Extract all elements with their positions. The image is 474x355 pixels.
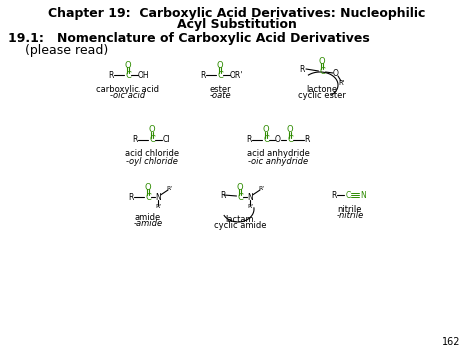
Text: R': R' xyxy=(339,80,346,86)
Text: O: O xyxy=(145,182,151,191)
Text: R': R' xyxy=(155,204,161,209)
Text: C: C xyxy=(319,66,325,76)
Text: R': R' xyxy=(166,186,172,191)
Text: R: R xyxy=(132,136,137,144)
Text: cyclic amide: cyclic amide xyxy=(214,222,266,230)
Text: O: O xyxy=(237,182,243,191)
Text: C: C xyxy=(287,136,293,144)
Text: R: R xyxy=(109,71,114,80)
Text: O: O xyxy=(263,126,269,135)
Text: O: O xyxy=(319,56,325,66)
Text: R: R xyxy=(128,192,134,202)
Text: OH: OH xyxy=(137,71,149,80)
Text: -nitrile: -nitrile xyxy=(337,212,364,220)
Text: amide: amide xyxy=(135,213,161,222)
Text: Chapter 19:  Carboxylic Acid Derivatives: Nucleophilic: Chapter 19: Carboxylic Acid Derivatives:… xyxy=(48,7,426,20)
Text: C: C xyxy=(263,136,269,144)
Text: R: R xyxy=(201,71,206,80)
Text: O: O xyxy=(287,126,293,135)
Text: N: N xyxy=(247,192,253,202)
Text: acid anhydride: acid anhydride xyxy=(246,149,310,158)
Text: O: O xyxy=(275,136,281,144)
Text: lactam: lactam xyxy=(226,214,255,224)
Text: C: C xyxy=(145,192,151,202)
Text: -oyl chloride: -oyl chloride xyxy=(126,157,178,165)
Text: N: N xyxy=(155,192,161,202)
Text: -oic acid: -oic acid xyxy=(110,92,146,100)
Text: O: O xyxy=(217,60,223,70)
Text: C: C xyxy=(346,191,351,200)
Text: -amide: -amide xyxy=(134,219,163,229)
Text: -oic anhydride: -oic anhydride xyxy=(248,157,308,165)
Text: C: C xyxy=(149,136,155,144)
Text: C: C xyxy=(125,71,131,80)
Text: N: N xyxy=(360,191,366,200)
Text: ester: ester xyxy=(209,84,231,93)
Text: C: C xyxy=(217,71,223,80)
Text: carboxylic acid: carboxylic acid xyxy=(97,84,159,93)
Text: O: O xyxy=(149,126,155,135)
Text: nitrile: nitrile xyxy=(338,204,362,213)
Text: R: R xyxy=(246,136,252,144)
Text: R: R xyxy=(304,136,310,144)
Text: OR': OR' xyxy=(229,71,243,80)
Text: R': R' xyxy=(258,186,264,191)
Text: 19.1:   Nomenclature of Carboxylic Acid Derivatives: 19.1: Nomenclature of Carboxylic Acid De… xyxy=(8,32,370,45)
Text: lactone: lactone xyxy=(306,84,337,93)
Text: O: O xyxy=(125,60,131,70)
Text: Acyl Substitution: Acyl Substitution xyxy=(177,18,297,31)
Text: acid chloride: acid chloride xyxy=(125,149,179,158)
Text: R: R xyxy=(220,191,226,200)
Text: R': R' xyxy=(247,204,253,209)
Text: (please read): (please read) xyxy=(25,44,108,57)
Text: R: R xyxy=(331,191,337,200)
Text: Cl: Cl xyxy=(162,136,170,144)
Text: 162: 162 xyxy=(441,337,460,347)
Text: R: R xyxy=(299,65,305,73)
Text: O: O xyxy=(333,69,339,77)
Text: cyclic ester: cyclic ester xyxy=(298,92,346,100)
Text: C: C xyxy=(237,192,243,202)
Text: -oate: -oate xyxy=(209,92,231,100)
